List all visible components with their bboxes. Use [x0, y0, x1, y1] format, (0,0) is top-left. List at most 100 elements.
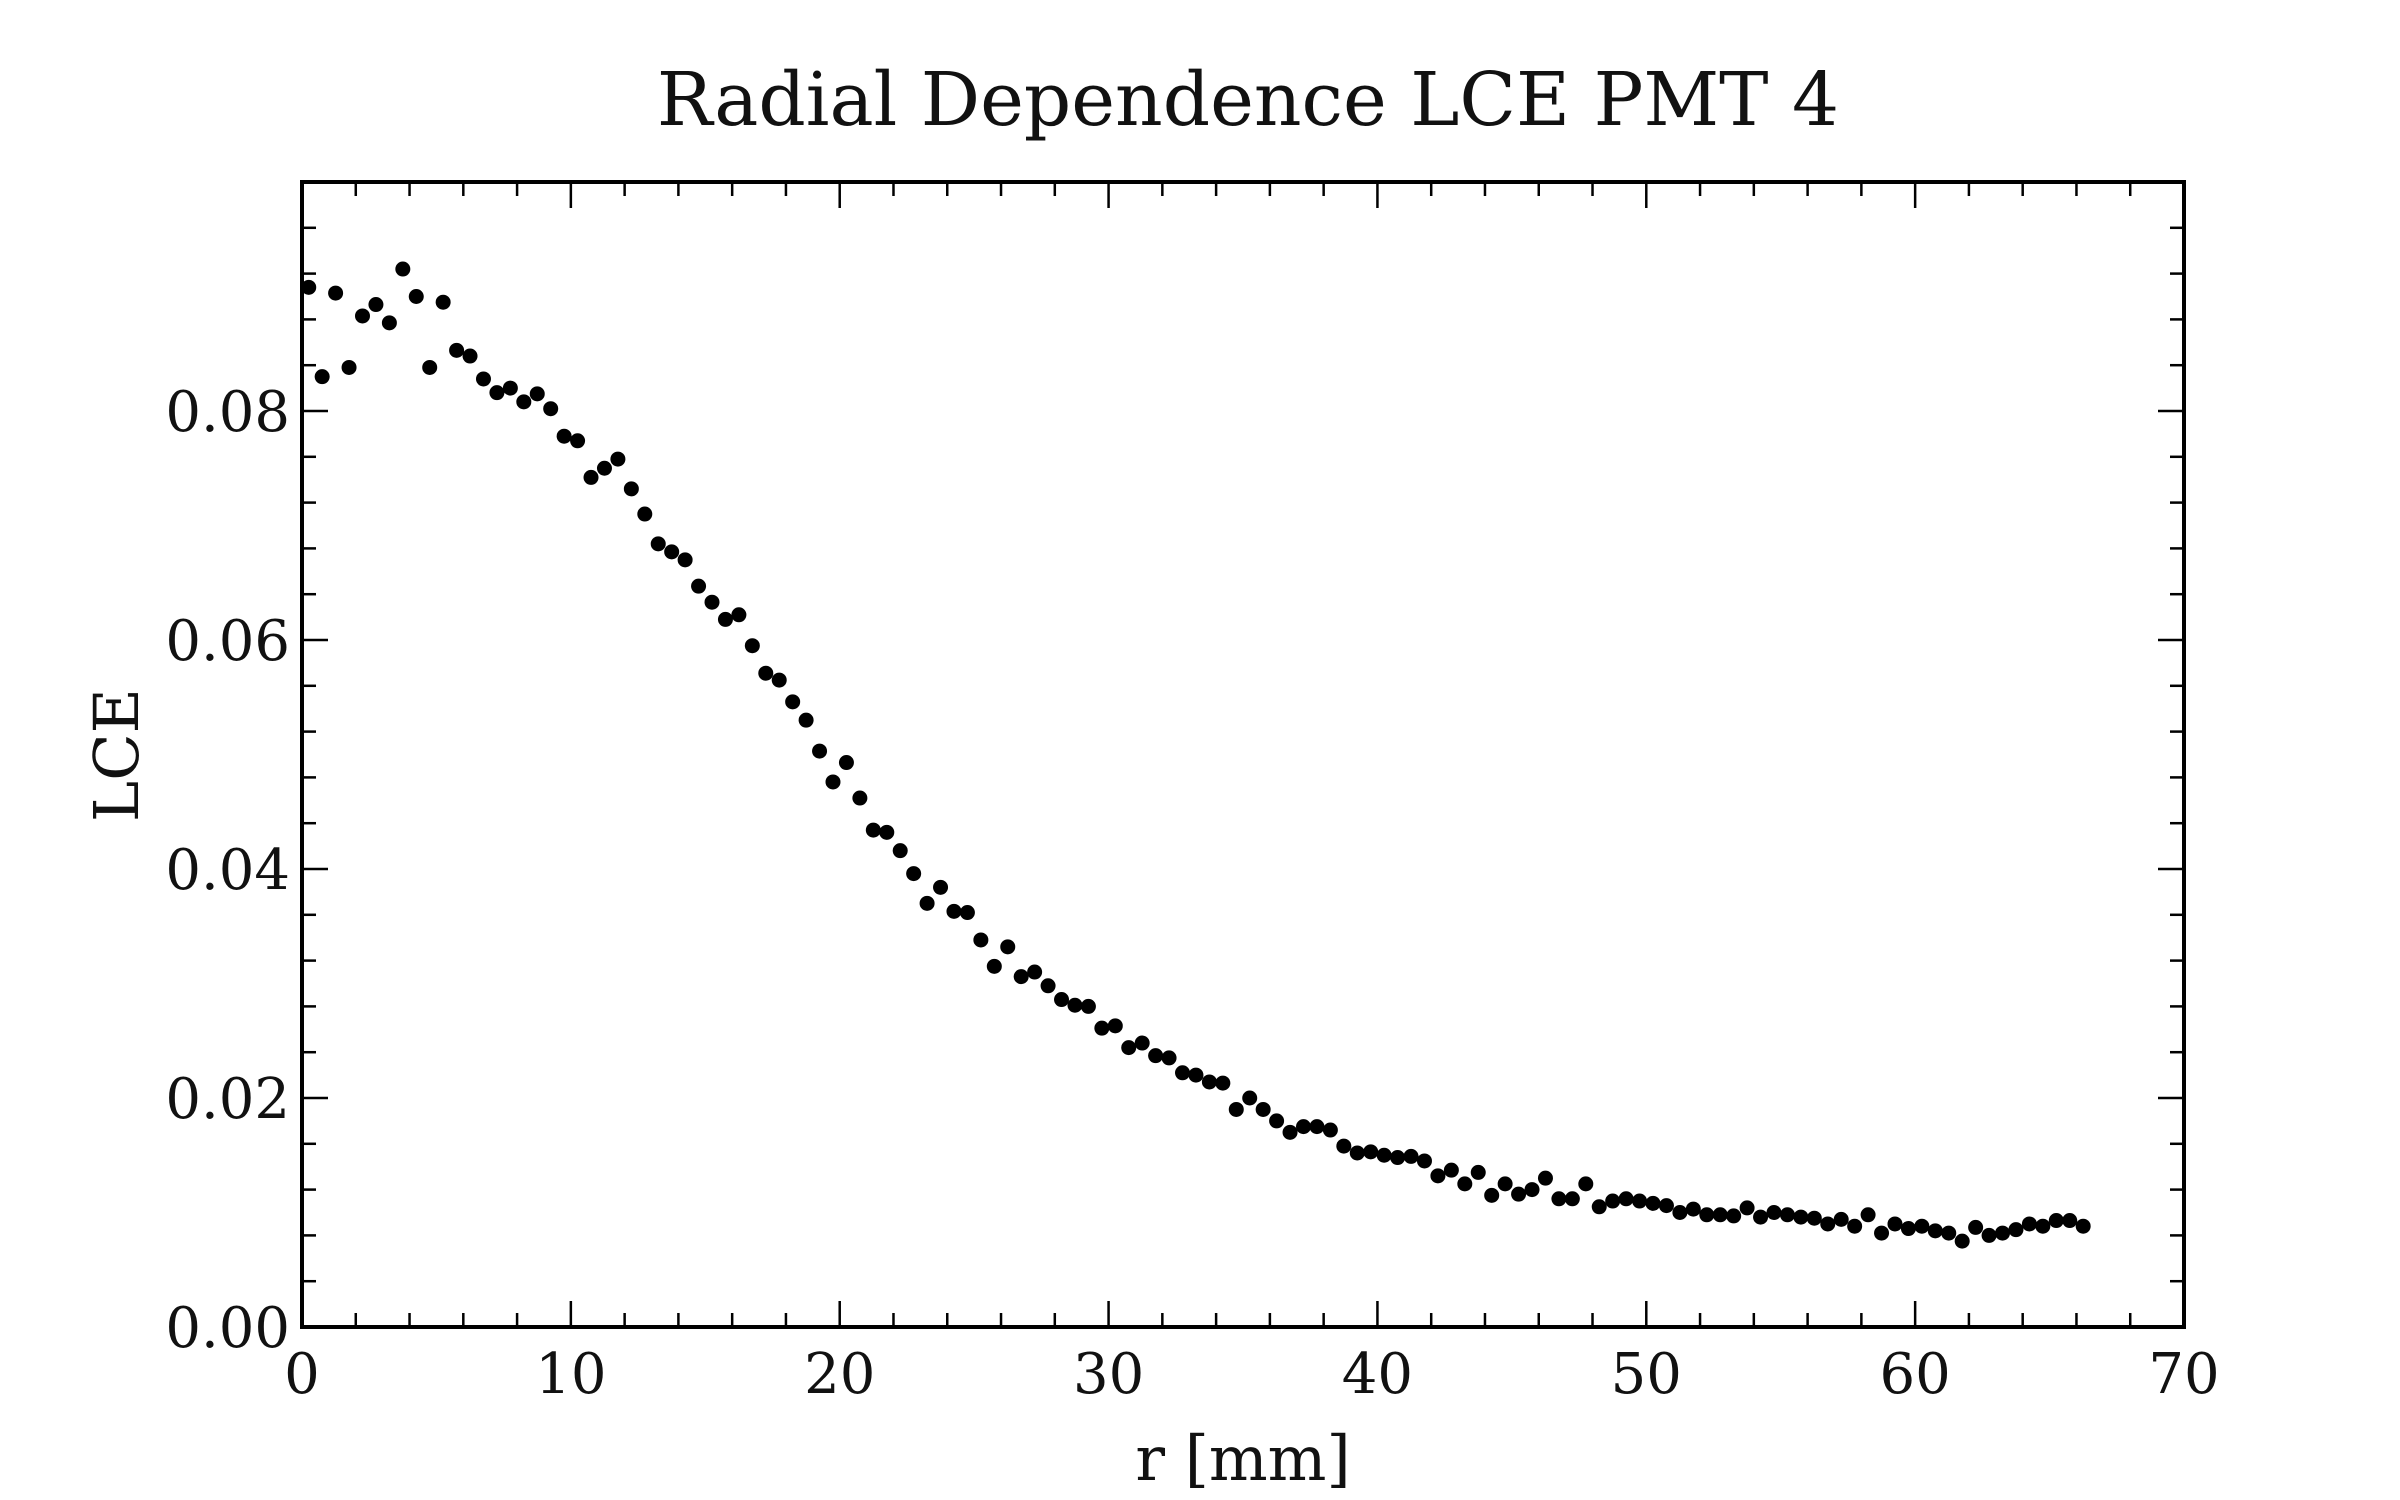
data-point — [785, 694, 801, 710]
x-tick-label: 10 — [535, 1342, 606, 1407]
data-point — [1376, 1147, 1392, 1163]
data-point — [502, 380, 518, 396]
data-point — [1847, 1218, 1863, 1234]
tick-labels: 0 10 20 30 40 50 60 70 0.00 0.02 0.04 0.06 0.08 — [165, 380, 2219, 1407]
data-point — [879, 824, 895, 840]
data-point — [489, 385, 505, 401]
data-point — [677, 552, 693, 568]
data-points — [301, 261, 2091, 1249]
data-point — [2008, 1222, 2024, 1238]
data-point — [1874, 1225, 1890, 1241]
y-tick-label: 0.02 — [165, 1067, 290, 1132]
data-point — [1107, 1018, 1123, 1034]
data-point — [1403, 1148, 1419, 1164]
data-point — [744, 638, 760, 654]
data-point — [1309, 1119, 1325, 1135]
y-tick-label: 0.04 — [165, 838, 290, 903]
data-point — [892, 843, 908, 859]
x-tick-label: 60 — [1880, 1342, 1951, 1407]
data-point — [1201, 1074, 1217, 1090]
data-point — [838, 755, 854, 771]
data-point — [1833, 1211, 1849, 1227]
data-point — [1134, 1035, 1150, 1051]
data-point — [1860, 1207, 1876, 1223]
data-point — [1443, 1162, 1459, 1178]
data-point — [664, 544, 680, 560]
data-point — [1416, 1153, 1432, 1169]
data-point — [691, 578, 707, 594]
data-point — [852, 790, 868, 806]
data-point — [1188, 1067, 1204, 1083]
data-point — [1322, 1122, 1338, 1138]
axis-ticks — [300, 180, 2186, 1329]
data-point — [758, 665, 774, 681]
data-point — [1806, 1210, 1822, 1226]
data-point — [946, 903, 962, 919]
data-point — [650, 536, 666, 552]
data-point — [959, 905, 975, 921]
y-tick-label: 0.08 — [165, 380, 290, 445]
data-point — [1390, 1150, 1406, 1166]
data-point — [1484, 1187, 1500, 1203]
x-tick-label: 50 — [1611, 1342, 1682, 1407]
data-point — [328, 285, 344, 301]
data-point — [368, 297, 384, 313]
data-point — [1954, 1233, 1970, 1249]
data-point — [475, 371, 491, 387]
data-point — [1255, 1101, 1271, 1117]
data-point — [354, 308, 370, 324]
data-point — [462, 348, 478, 364]
data-point — [556, 428, 572, 444]
data-point — [1470, 1164, 1486, 1180]
data-point — [1995, 1225, 2011, 1241]
data-point — [341, 359, 357, 375]
data-point — [1618, 1191, 1634, 1207]
data-point — [2035, 1218, 2051, 1234]
data-point — [2075, 1218, 2091, 1234]
data-point — [2021, 1216, 2037, 1232]
data-point — [1094, 1020, 1110, 1036]
data-point — [543, 401, 559, 417]
data-point — [1887, 1216, 1903, 1232]
data-point — [301, 279, 317, 295]
data-point — [1900, 1221, 1916, 1237]
data-point — [1672, 1205, 1688, 1220]
data-point — [1564, 1191, 1580, 1207]
x-tick-label: 40 — [1342, 1342, 1413, 1407]
data-point — [1121, 1040, 1137, 1056]
data-point — [623, 481, 639, 497]
x-tick-label: 20 — [804, 1342, 875, 1407]
data-point — [704, 594, 720, 610]
data-point — [1537, 1170, 1553, 1186]
data-point — [1040, 978, 1056, 994]
data-point — [1766, 1205, 1782, 1220]
data-point — [1054, 992, 1070, 1008]
data-point — [812, 743, 828, 759]
data-point — [529, 386, 545, 402]
data-point — [1295, 1119, 1311, 1135]
data-point — [637, 506, 653, 522]
data-point — [1645, 1195, 1661, 1211]
data-point — [1820, 1216, 1836, 1232]
data-point — [1067, 997, 1083, 1013]
data-point — [1779, 1207, 1795, 1223]
data-point — [771, 672, 787, 688]
data-point — [798, 712, 814, 728]
data-point — [1349, 1145, 1365, 1161]
data-point — [1941, 1225, 1957, 1241]
x-tick-label: 70 — [2148, 1342, 2219, 1407]
x-tick-label: 0 — [284, 1342, 320, 1407]
data-point — [1927, 1223, 1943, 1239]
y-tick-label: 0.06 — [165, 609, 290, 674]
data-point — [1753, 1209, 1769, 1225]
data-point — [865, 822, 881, 838]
data-point — [1968, 1219, 1984, 1235]
data-point — [1363, 1144, 1379, 1160]
data-point — [906, 866, 922, 882]
plot-frame — [300, 180, 2186, 1329]
data-point — [422, 359, 438, 375]
data-point — [408, 289, 424, 304]
data-point — [825, 774, 841, 790]
data-point — [1524, 1182, 1540, 1198]
